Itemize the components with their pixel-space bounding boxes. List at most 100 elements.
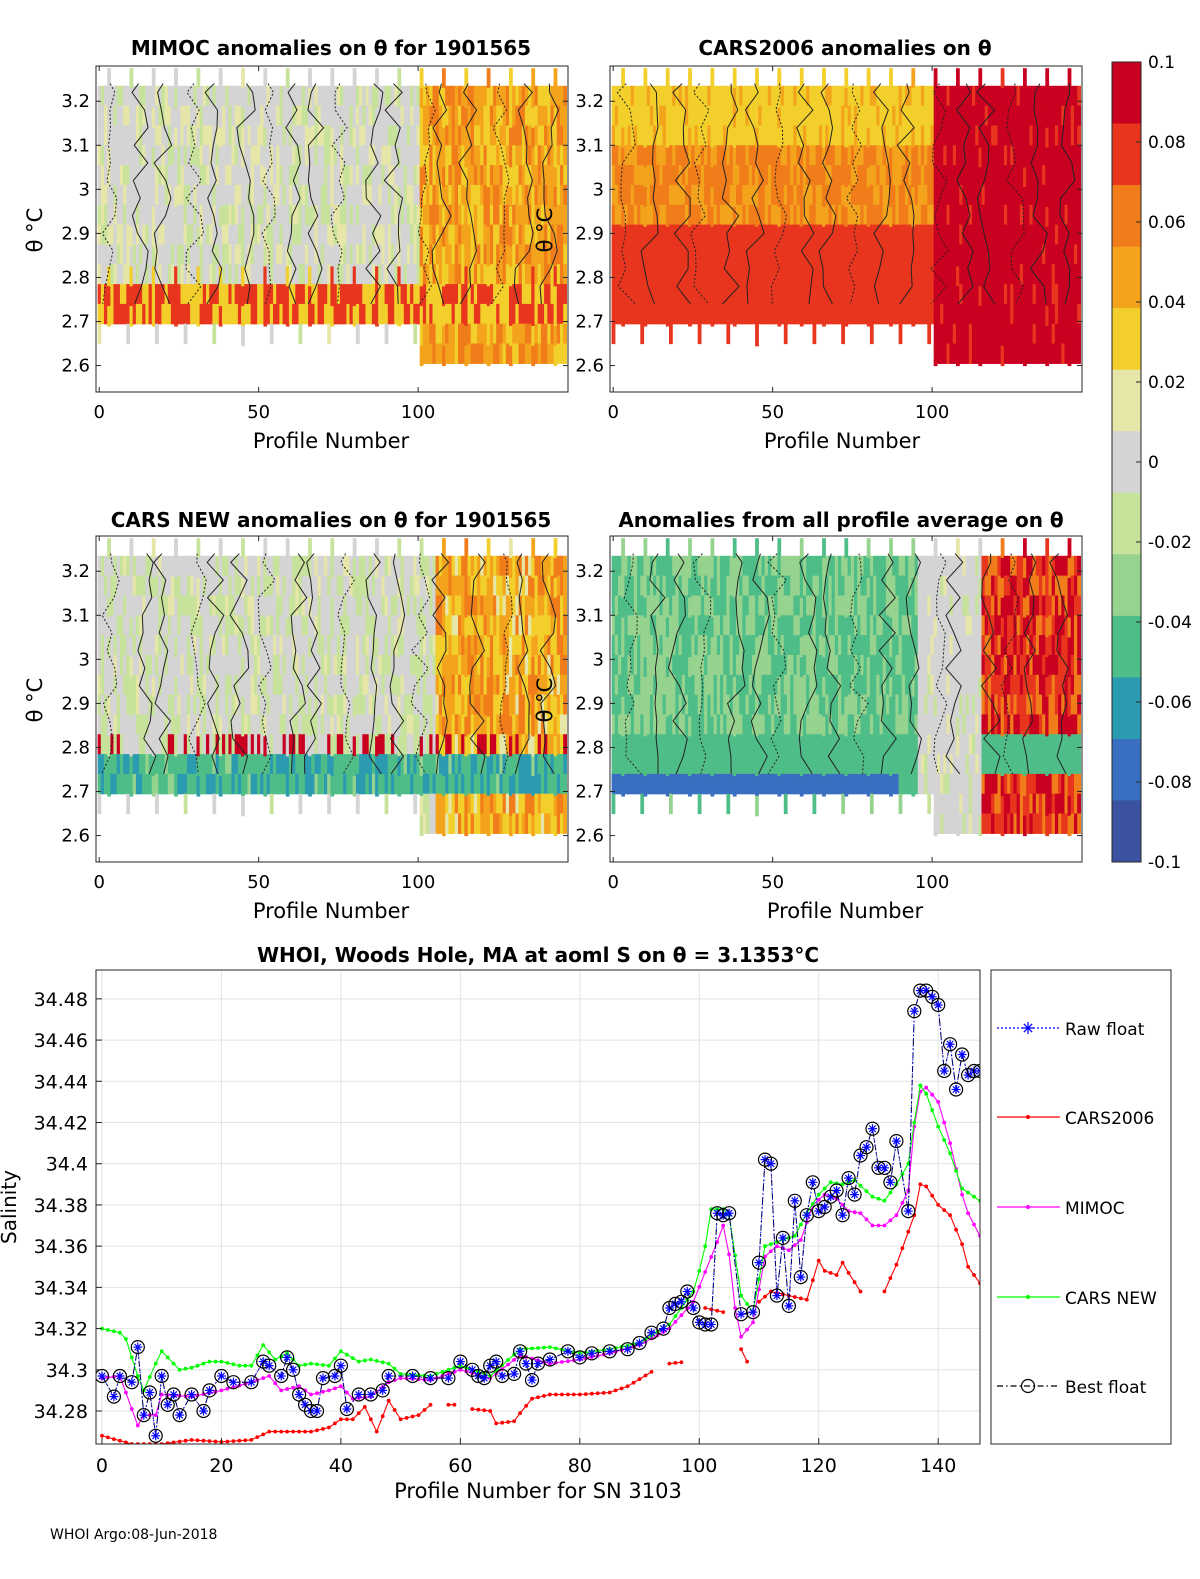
heatmap-cell [397, 68, 401, 88]
heatmap-cell [644, 68, 648, 88]
heatmap-cell [1077, 344, 1081, 364]
heatmap-cell [755, 326, 759, 346]
panel-title: CARS NEW anomalies on θ for 1901565 [111, 508, 552, 532]
heatmap-cell [1045, 68, 1049, 88]
heatmap-cell [241, 538, 245, 558]
heatmap-cell [330, 538, 334, 558]
heatmap-cell [733, 68, 737, 88]
y-axis-label: θ °C [533, 208, 557, 253]
heatmap-cells [612, 68, 1081, 366]
x-tick-label: 100 [401, 402, 435, 423]
heatmap-cell [669, 324, 673, 344]
heatmap-cell [299, 794, 303, 814]
heatmap-cell [420, 68, 424, 88]
heatmap-cell [1077, 106, 1081, 126]
heatmap-cells [98, 68, 567, 366]
heatmap-cell [688, 68, 692, 88]
heatmap-cell [621, 68, 625, 88]
y-tick-label: 2.6 [575, 356, 604, 377]
heatmap-cell [308, 538, 312, 558]
y-tick-label: 2.6 [61, 356, 90, 377]
heatmap-cell [263, 538, 267, 558]
heatmap-cell [1077, 145, 1081, 165]
heatmap-cell [155, 794, 159, 814]
heatmap-cell [126, 794, 130, 814]
y-tick-label: 3 [79, 179, 90, 200]
y-tick-label: 3.1 [61, 135, 90, 156]
x-axis-label: Profile Number [764, 429, 921, 453]
heatmap-cell [509, 68, 513, 88]
x-tick-label: 0 [93, 402, 104, 423]
heatmap-cell [563, 205, 567, 225]
heatmap-cell [241, 326, 245, 346]
y-axis-label: θ °C [23, 208, 47, 253]
y-tick-label: 2.8 [61, 267, 90, 288]
heatmap-cell [867, 68, 871, 88]
heatmap-cell [1077, 225, 1081, 245]
heatmap-cell [563, 225, 567, 245]
y-tick-label: 2.7 [575, 312, 604, 333]
heatmap-cell [1001, 68, 1005, 88]
heatmap-cell [666, 68, 670, 88]
heatmap-cell [911, 68, 915, 88]
heatmap-cell [241, 68, 245, 88]
heatmap-cell [563, 106, 567, 126]
heatmap-cell [563, 86, 567, 106]
heatmap-cell [413, 324, 417, 344]
heatmap-cell [563, 165, 567, 185]
heatmap-cell [1077, 165, 1081, 185]
heatmap-cell [563, 324, 567, 344]
heatmap-cell [385, 324, 389, 344]
heatmap-cell [174, 538, 178, 558]
heatmap-cell [563, 264, 567, 284]
heatmap-cell [286, 68, 290, 88]
heatmap-cell [263, 68, 267, 88]
panel-title: MIMOC anomalies on θ for 1901565 [131, 36, 531, 60]
heatmap-cell [442, 68, 446, 88]
heatmap-cell [184, 794, 188, 814]
heatmap-cell [107, 68, 111, 88]
heatmap-cell [844, 68, 848, 88]
heatmap-cell [487, 68, 491, 88]
heatmap-cell [978, 68, 982, 88]
heatmap-cell [327, 794, 331, 814]
heatmap-cell [308, 68, 312, 88]
heatmap-cell [956, 68, 960, 88]
heatmap-cell [870, 324, 874, 344]
heatmap-cell [219, 538, 223, 558]
heatmap-cell [1077, 185, 1081, 205]
heatmap-cell [212, 324, 216, 344]
heatmap-cell [822, 68, 826, 88]
heatmap-cell [356, 794, 360, 814]
heatmap-cell [98, 794, 102, 814]
y-tick-label: 2.7 [61, 312, 90, 333]
y-tick-label: 3.2 [575, 91, 604, 112]
heatmap-cell [286, 538, 290, 558]
heatmap-cell [219, 68, 223, 88]
heatmap-cell [1077, 284, 1081, 304]
heatmap-cell [126, 324, 130, 344]
y-tick-label: 2.9 [575, 223, 604, 244]
y-tick-label: 3 [593, 179, 604, 200]
heatmap-cell [1077, 86, 1081, 106]
heatmap-cell [130, 538, 134, 558]
heatmap-cell [1077, 205, 1081, 225]
heatmap-cell [184, 324, 188, 344]
heatmap-cell [698, 324, 702, 344]
heatmap-cell [927, 324, 931, 344]
y-tick-label: 3.1 [575, 135, 604, 156]
x-axis-label: Profile Number [253, 429, 410, 453]
heatmap-cell [899, 324, 903, 344]
y-tick-label: 3.2 [61, 91, 90, 112]
y-tick-label: 2.8 [575, 267, 604, 288]
heatmap-cell [563, 344, 567, 364]
heatmap-cell [98, 324, 102, 344]
heatmap-cell [270, 324, 274, 344]
heatmap-cell [563, 284, 567, 304]
x-tick-label: 0 [607, 402, 618, 423]
heatmap-cell [130, 68, 134, 88]
